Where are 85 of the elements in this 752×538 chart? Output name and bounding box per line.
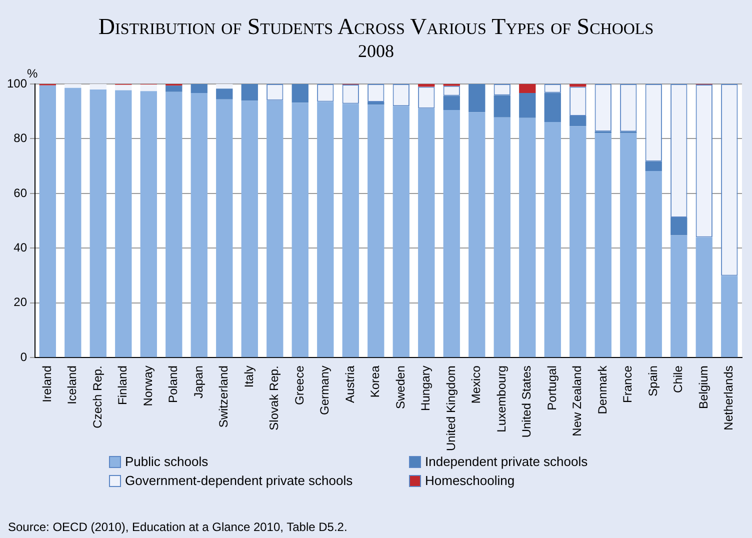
- bar: [645, 171, 662, 358]
- legend-label: Independent private schools: [425, 454, 588, 469]
- chart-title: Distribution of Students Across Various Types of Schools: [97, 13, 655, 40]
- y-tick-label: 0: [20, 350, 28, 364]
- y-axis-title: %: [27, 66, 38, 80]
- bar: [620, 133, 637, 358]
- x-tick-label: Switzerland: [216, 366, 231, 428]
- bar: [721, 276, 738, 358]
- bar: [241, 100, 258, 358]
- y-tick-label: 80: [14, 131, 28, 146]
- bar: [342, 104, 359, 358]
- bar: [392, 106, 410, 358]
- x-tick-label: Mexico: [469, 365, 484, 404]
- y-tick-label: 100: [6, 76, 28, 90]
- x-tick-label: Iceland: [65, 366, 80, 404]
- bar: [418, 84, 435, 87]
- bar: [696, 237, 712, 358]
- legend-label: Government-dependent private schools: [125, 473, 353, 488]
- x-tick-label: Portugal: [544, 366, 559, 410]
- x-tick-label: Germany: [318, 366, 332, 415]
- x-tick-label: Japan: [191, 366, 206, 398]
- x-tick-label: Greece: [292, 365, 306, 405]
- bar: [64, 84, 82, 88]
- x-tick-label: Czech Rep.: [90, 366, 104, 428]
- x-tick-label: United States: [520, 366, 534, 438]
- bar: [418, 108, 435, 358]
- legend-label: Public schools: [125, 454, 208, 469]
- bar: [368, 104, 384, 358]
- bar: [570, 84, 586, 87]
- bar: [64, 88, 82, 358]
- bar: [115, 90, 132, 358]
- bar: [190, 84, 208, 94]
- bar: [292, 84, 308, 103]
- y-tick-label: 20: [14, 295, 28, 310]
- bar: [519, 118, 536, 358]
- x-tick-label: Ireland: [40, 366, 54, 402]
- bar: [216, 99, 233, 358]
- x-tick-label: Finland: [116, 366, 130, 405]
- bar: [190, 93, 208, 358]
- bar: [216, 84, 233, 89]
- bar: [140, 91, 157, 358]
- bar: [519, 93, 536, 118]
- x-tick-label: Austria: [342, 365, 357, 403]
- x-tick-label: Norway: [140, 366, 155, 406]
- y-tick-label: 40: [14, 240, 28, 254]
- bar: [670, 235, 688, 358]
- bar: [519, 84, 536, 94]
- y-tick-label: 60: [14, 186, 28, 200]
- bar: [90, 89, 106, 358]
- x-tick-label: Denmark: [595, 364, 610, 414]
- bar: [140, 84, 157, 92]
- bar: [292, 102, 308, 358]
- x-tick-label: Belgium: [696, 366, 710, 409]
- x-tick-label: United Kingdom: [444, 366, 458, 452]
- x-tick-label: Slovak Rep.: [267, 366, 282, 430]
- x-tick-label: Hungary: [418, 366, 433, 411]
- x-tick-label: Sweden: [393, 366, 408, 409]
- bar: [594, 133, 612, 358]
- bar: [570, 126, 586, 358]
- x-tick-label: Korea: [368, 365, 382, 398]
- x-tick-label: Netherlands: [722, 366, 736, 430]
- legend-label: Homeschooling: [425, 473, 515, 488]
- bar: [544, 122, 561, 358]
- bar: [90, 84, 106, 90]
- bar: [39, 85, 56, 358]
- x-tick-label: Luxembourg: [494, 366, 508, 432]
- x-tick-label: Poland: [166, 366, 180, 403]
- bar: [443, 110, 460, 358]
- source-note: Source: OECD (2010), Education at a Glance 2010, Table D5.2.: [8, 520, 348, 534]
- bar: [468, 84, 486, 112]
- bar: [166, 92, 182, 358]
- bar: [494, 117, 510, 358]
- x-tick-label: New Zealand: [570, 366, 584, 436]
- x-tick-label: Italy: [242, 366, 256, 388]
- x-tick-label: Spain: [646, 366, 660, 396]
- x-tick-label: Chile: [671, 365, 686, 393]
- bar: [166, 86, 182, 92]
- bar: [266, 100, 284, 358]
- bar: [468, 112, 486, 358]
- bar: [115, 84, 132, 90]
- x-tick-label: France: [620, 365, 635, 403]
- bar: [216, 88, 233, 100]
- bar: [317, 102, 334, 358]
- bar: [241, 84, 258, 101]
- chart-subtitle: 2008: [357, 40, 395, 62]
